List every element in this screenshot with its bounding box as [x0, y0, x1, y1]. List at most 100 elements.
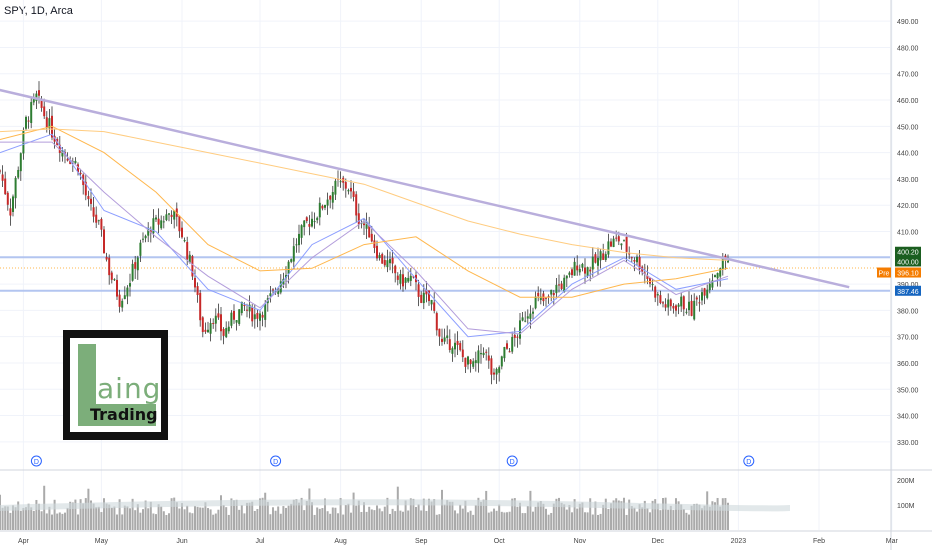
candle-body	[516, 336, 519, 338]
volume-bar	[79, 499, 82, 530]
volume-bar	[552, 503, 555, 530]
candle-body	[560, 283, 563, 289]
volume-bar	[279, 513, 282, 530]
candle-body	[334, 180, 337, 195]
time-axis-label: Aug	[334, 538, 347, 545]
price-label-last-bg	[895, 246, 921, 257]
candle-body	[441, 338, 443, 342]
volume-bar	[547, 514, 550, 530]
candle-body	[305, 217, 308, 222]
volume-bar	[584, 512, 586, 530]
volume-bar	[74, 499, 77, 530]
candle-body	[253, 314, 256, 320]
price-tick-label: 330.00	[897, 440, 919, 447]
candle-body	[714, 275, 716, 278]
candle-body	[121, 300, 124, 308]
volume-bar	[181, 503, 183, 530]
candle-body	[259, 313, 261, 321]
candle-body	[30, 102, 33, 123]
volume-bar	[105, 503, 108, 530]
candle-body	[703, 288, 706, 296]
candle-body	[204, 329, 207, 332]
candle-body	[529, 313, 532, 319]
volume-bar	[344, 505, 347, 530]
candle-body	[446, 335, 449, 339]
volume-bar	[680, 504, 683, 530]
candle-body	[45, 117, 48, 128]
volume-bar	[6, 506, 9, 530]
volume-bar	[324, 498, 326, 530]
candle-body	[220, 314, 222, 332]
candle-body	[123, 295, 126, 300]
volume-bar	[331, 507, 334, 530]
volume-bar	[630, 506, 633, 530]
candle-body	[212, 323, 215, 325]
candle-body	[693, 300, 696, 320]
candle-body	[110, 272, 113, 280]
volume-bar	[571, 512, 573, 530]
volume-bar	[149, 501, 152, 530]
candle-body	[435, 313, 438, 331]
candle-body	[9, 208, 12, 216]
candle-body	[599, 251, 602, 261]
candle-body	[482, 352, 485, 356]
volume-bar	[38, 503, 40, 530]
price-label-pre: 396.10	[897, 271, 919, 278]
time-axis-label: Sep	[415, 538, 428, 545]
volume-bar	[207, 508, 209, 530]
candle-body	[623, 240, 625, 242]
volume-bar	[456, 513, 459, 530]
candle-body	[279, 281, 282, 293]
candle-body	[61, 150, 64, 157]
volume-bar	[92, 503, 95, 530]
candle-body	[243, 304, 246, 307]
candle-body	[573, 261, 576, 276]
volume-bar	[118, 499, 121, 530]
volume-bar	[420, 510, 423, 530]
volume-bar	[503, 512, 506, 530]
volume-bar	[191, 513, 194, 530]
volume-bar	[690, 505, 693, 530]
candle-body	[282, 278, 285, 285]
candle-body	[555, 284, 558, 294]
candle-body	[339, 181, 342, 183]
candle-body	[467, 356, 469, 365]
volume-bar	[685, 512, 688, 530]
candle-body	[558, 284, 560, 286]
volume-bar	[638, 504, 641, 530]
price-tick-label: 340.00	[897, 414, 919, 421]
volume-bar	[287, 505, 290, 530]
price-label-close: 400.00	[897, 259, 919, 266]
candle-body	[162, 221, 165, 223]
volume-bar	[123, 505, 126, 530]
candle-body	[690, 300, 693, 316]
dividend-label: D	[273, 459, 278, 466]
volume-bar	[0, 494, 1, 530]
moving-average-line	[0, 141, 729, 335]
dividend-circle	[30, 455, 42, 467]
candle-body	[58, 144, 61, 153]
volume-bar	[664, 497, 667, 530]
volume-bar	[695, 503, 698, 530]
volume-bar	[389, 513, 391, 530]
volume-bar	[610, 503, 612, 530]
volume-bar	[519, 502, 521, 530]
candle-body	[84, 181, 87, 196]
volume-bar	[438, 514, 441, 530]
candle-body	[420, 294, 423, 303]
volume-bar	[464, 500, 467, 530]
volume-bar	[591, 514, 594, 530]
candle-body	[656, 294, 659, 296]
dividend-circle	[270, 455, 282, 467]
candle-body	[485, 351, 488, 353]
volume-bar	[282, 506, 285, 530]
candle-body	[454, 342, 456, 350]
candle-body	[422, 292, 425, 304]
candle-body	[222, 328, 225, 336]
volume-bar	[391, 508, 394, 530]
volume-bar	[383, 506, 386, 530]
candle-body	[43, 106, 46, 117]
candle-body	[285, 274, 287, 279]
volume-bar	[672, 510, 675, 530]
